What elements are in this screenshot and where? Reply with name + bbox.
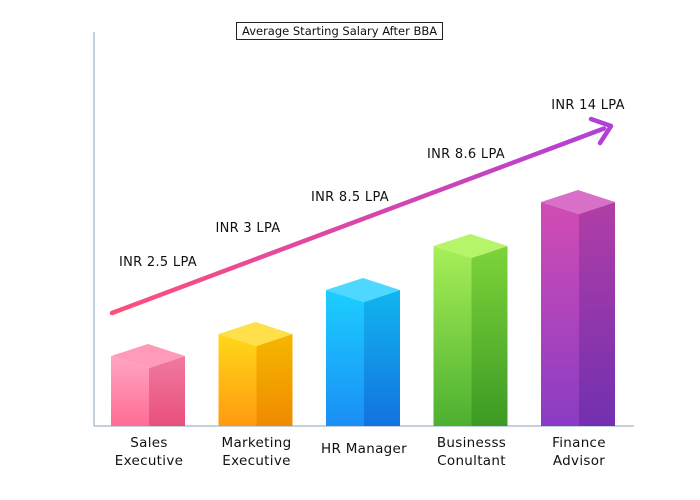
bar-top xyxy=(433,234,508,258)
category-label: HR Manager xyxy=(321,441,407,457)
category-label: Conultant xyxy=(437,453,506,469)
category-label: Sales xyxy=(130,435,167,451)
value-label: INR 8.6 LPA xyxy=(427,147,505,162)
bar-top xyxy=(111,344,185,368)
bar-top xyxy=(541,190,615,214)
bar-face-right xyxy=(579,202,615,426)
bar-face-left xyxy=(326,290,364,426)
bar-face-left xyxy=(218,334,257,426)
bar-face-right xyxy=(149,356,185,426)
bar-face-right xyxy=(364,290,400,426)
category-label: Advisor xyxy=(553,453,605,469)
bar-face-left xyxy=(111,356,149,426)
bar-top xyxy=(326,278,400,302)
category-label: Finance xyxy=(552,435,606,451)
bar-top xyxy=(218,322,293,346)
bar-1 xyxy=(111,344,185,426)
bar-2 xyxy=(218,322,293,426)
bar-face-left xyxy=(433,246,472,426)
category-label: Marketing xyxy=(222,435,292,451)
bar-3 xyxy=(326,278,400,426)
value-label: INR 14 LPA xyxy=(551,98,625,113)
value-label: INR 3 LPA xyxy=(216,221,281,236)
category-label: Businesss xyxy=(437,435,506,451)
bar-face-right xyxy=(471,246,508,426)
value-label: INR 8.5 LPA xyxy=(311,190,389,205)
trend-arrow-head xyxy=(588,116,614,146)
chart-title: Average Starting Salary After BBA xyxy=(236,22,444,40)
value-label: INR 2.5 LPA xyxy=(119,255,197,270)
bar-5 xyxy=(541,190,615,426)
bar-4 xyxy=(433,234,508,426)
category-label: Executive xyxy=(115,453,183,469)
bar-face-left xyxy=(541,202,579,426)
trend-arrow xyxy=(109,126,607,316)
category-label: Executive xyxy=(222,453,290,469)
bar-face-right xyxy=(256,334,293,426)
